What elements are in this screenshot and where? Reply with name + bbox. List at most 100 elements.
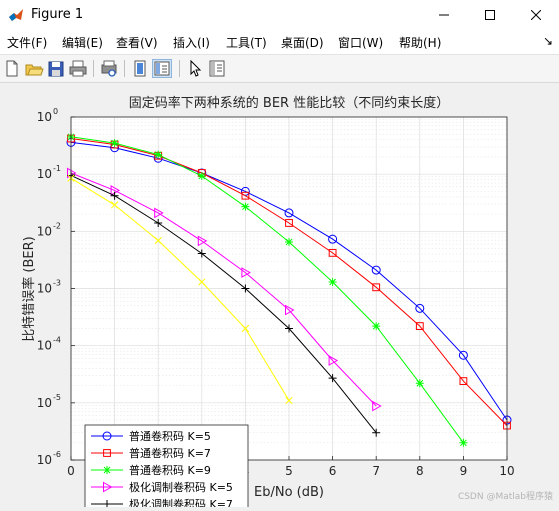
print-preview-button[interactable] [99,59,119,78]
legend[interactable]: 普通卷积码 K=5 普通卷积码 K=7 普通卷积码 K=9 极化调制卷积码 K=5 极化… [84,424,249,511]
data-point [154,218,163,227]
series-3 [67,132,468,447]
close-button[interactable] [513,0,559,30]
y-tick-label: 10 [37,167,52,181]
figure-canvas: 01234567891010010-110-210-310-410-510-6 … [0,83,559,511]
menu-view[interactable]: 查看(V) [116,36,158,50]
menu-tools[interactable]: 工具(T) [226,36,267,50]
ber-chart: 01234567891010010-110-210-310-410-510-6 … [21,95,515,511]
y-tick-exponent: -1 [53,164,61,173]
legend-label: 普通卷积码 K=5 [129,429,211,443]
menu-insert[interactable]: 插入(I) [173,36,210,50]
series-line [70,172,377,407]
menu-bar: 文件(F) 编辑(E) 查看(V) 插入(I) 工具(T) 桌面(D) 窗口(W… [0,30,559,55]
new-figure-button[interactable] [2,59,22,78]
x-tick-label: 5 [285,464,293,478]
series-6 [67,174,293,405]
y-tick-exponent: -2 [53,221,61,230]
grid [70,116,508,461]
data-point [154,150,163,159]
legend-label: 普通卷积码 K=7 [129,446,211,460]
legend-label: 极化调制卷积码 K=5 [129,480,233,494]
data-point [285,304,295,316]
data-point [197,171,206,180]
open-file-button[interactable] [24,59,44,78]
chart-title: 固定码率下两种系统的 BER 性能比较（不同约束长度） [129,95,449,111]
data-point [241,324,250,333]
close-icon [531,10,541,20]
title-bar: Figure 1 [0,0,559,30]
new-figure-icon [6,60,18,77]
print-button[interactable] [68,59,88,78]
y-tick-label: 10 [37,110,52,124]
legend-marker [103,481,113,493]
minimize-icon [439,14,449,16]
watermark: CSDN @Matlab程序猿 [457,492,553,502]
menu-file[interactable]: 文件(F) [7,36,48,50]
window-title: Figure 1 [31,7,84,22]
legend-item: 普通卷积码 K=5 [91,429,211,443]
toolbar-separator [179,60,180,77]
data-point [328,234,338,244]
data-point [241,267,251,278]
series-line [70,177,290,401]
series-line [70,141,508,421]
maximize-icon [485,10,495,20]
series-5 [67,171,381,437]
save-button[interactable] [46,59,66,78]
legend-item: 普通卷积码 K=7 [91,446,211,460]
x-tick-label: 0 [67,464,75,478]
menu-help[interactable]: 帮助(H) [399,36,442,50]
data-point [459,438,468,447]
legend-marker [102,431,112,441]
menu-desktop[interactable]: 桌面(D) [281,36,324,50]
data-point [459,377,468,385]
series-layer [66,132,512,447]
save-icon [48,61,64,77]
toolbar [0,55,559,83]
y-tick-exponent: -6 [53,450,61,459]
matlab-icon [9,9,23,21]
data-point [285,238,293,247]
data-point [110,201,119,209]
data-point [110,191,119,200]
data-point [458,350,468,360]
legend-marker [103,466,111,474]
y-tick-label: 10 [37,396,52,410]
series-2 [67,134,511,430]
show-plot-tools-button[interactable] [152,59,172,78]
legend-label: 极化调制卷积码 K=7 [129,497,233,507]
y-tick-label: 10 [37,224,52,238]
property-editor-icon [209,60,225,77]
hide-plot-tools-button[interactable] [130,59,150,78]
series-line [70,174,377,434]
y-tick-label: 10 [37,453,52,467]
menu-edit[interactable]: 编辑(E) [62,36,103,50]
hide-plot-tools-icon [134,60,146,77]
legend-box [84,424,249,511]
data-point [154,207,164,219]
maximize-button[interactable] [467,0,513,30]
x-axis-label: Eb/No (dB) [254,485,324,500]
menu-window[interactable]: 窗口(W) [338,36,384,50]
legend-item: 普通卷积码 K=9 [91,463,211,477]
y-tick-exponent: -3 [53,279,61,288]
data-point [371,265,381,275]
data-point [241,191,250,200]
series-line [70,136,464,444]
legend-label: 普通卷积码 K=9 [129,463,211,477]
series-1 [66,137,512,425]
data-point [285,219,293,227]
y-axis-label: 比特错误率 (BER) [21,236,37,341]
y-tick-exponent: 0 [53,107,58,116]
data-point [415,303,425,313]
data-point [285,324,293,333]
edit-plot-button[interactable] [185,59,205,78]
open-file-icon [25,64,44,76]
print-preview-icon [101,60,117,77]
dock-arrow-icon[interactable]: ↘ [542,34,553,48]
minimize-button[interactable] [421,0,467,30]
property-editor-button[interactable] [207,59,227,78]
x-tick-label: 10 [499,464,514,478]
data-point [328,277,337,286]
